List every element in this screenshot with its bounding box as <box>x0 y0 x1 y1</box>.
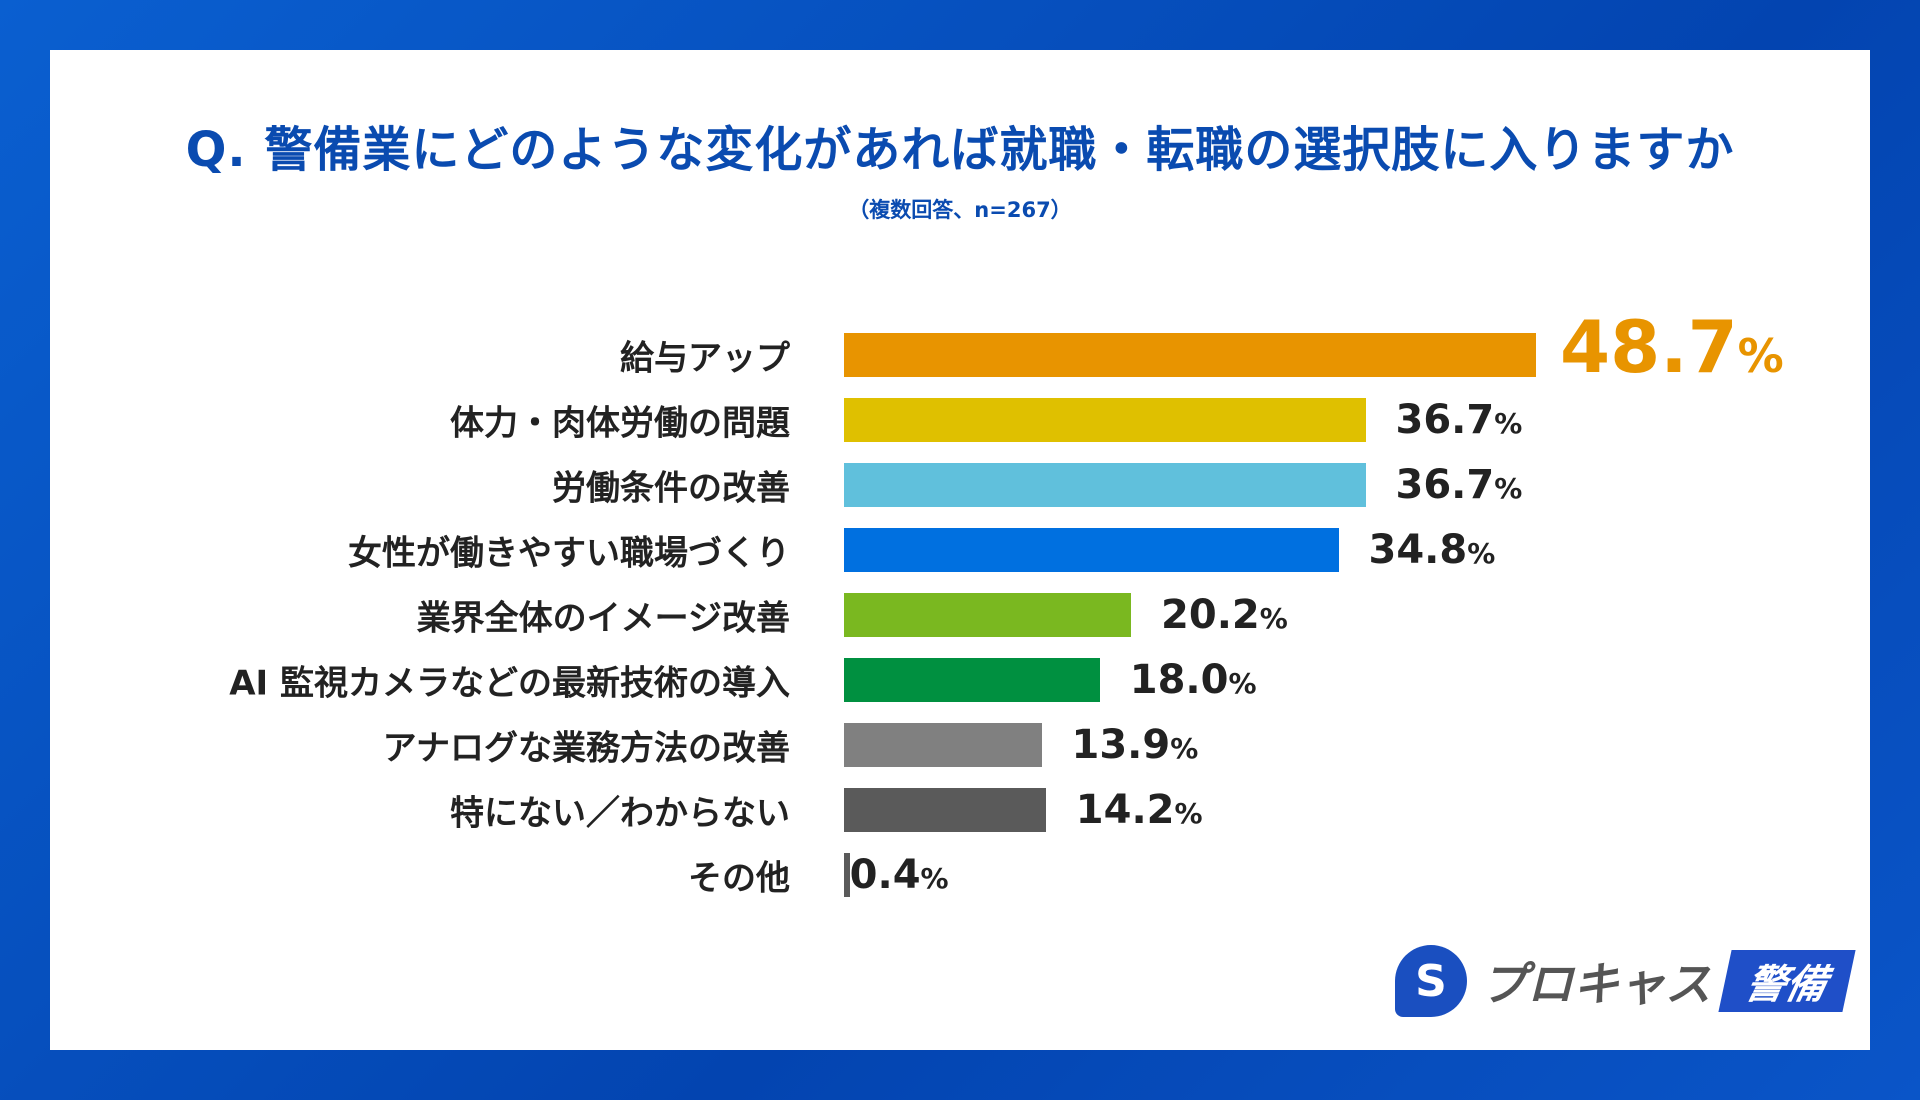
value-number: 13.9 <box>1071 722 1171 768</box>
brand-logo: S プロキャス 警備 <box>1395 945 1856 1017</box>
value-unit: % <box>1467 537 1496 570</box>
value-label: 34.8% <box>1369 527 1496 573</box>
value-unit: % <box>1737 329 1784 383</box>
bar <box>844 463 1366 507</box>
category-label: 女性が働きやすい職場づくり <box>348 533 790 574</box>
value-label: 0.4% <box>850 852 949 898</box>
value-number: 18.0 <box>1129 657 1229 703</box>
bar <box>844 723 1042 767</box>
value-number: 34.8 <box>1368 527 1468 573</box>
value-unit: % <box>1174 797 1203 830</box>
category-label: アナログな業務方法の改善 <box>382 728 790 769</box>
value-unit: % <box>1228 667 1257 700</box>
bar <box>844 528 1339 572</box>
value-label: 14.2% <box>1076 787 1203 833</box>
category-label: AI 監視カメラなどの最新技術の導入 <box>229 663 790 704</box>
value-number: 36.7 <box>1395 462 1495 508</box>
category-label: 労働条件の改善 <box>552 468 790 509</box>
value-label: 48.7% <box>1560 305 1784 389</box>
value-label: 18.0% <box>1130 657 1257 703</box>
value-label: 36.7% <box>1396 462 1523 508</box>
value-label: 20.2% <box>1161 592 1288 638</box>
value-number: 20.2 <box>1161 592 1260 638</box>
bar <box>844 398 1366 442</box>
category-label: 給与アップ <box>620 338 790 379</box>
value-unit: % <box>1494 472 1523 505</box>
chart-title: Q. 警備業にどのような変化があれば就職・転職の選択肢に入りますか <box>185 122 1735 178</box>
bar <box>844 788 1046 832</box>
value-label: 13.9% <box>1072 722 1199 768</box>
category-label: 業界全体のイメージ改善 <box>416 598 790 639</box>
category-label: 特にない／わからない <box>450 793 790 834</box>
value-number: 48.7 <box>1560 305 1738 389</box>
value-number: 36.7 <box>1395 397 1495 443</box>
value-unit: % <box>1494 407 1523 440</box>
bar <box>844 853 850 897</box>
value-label: 36.7% <box>1396 397 1523 443</box>
value-number: 14.2 <box>1075 787 1175 833</box>
value-unit: % <box>1170 732 1199 765</box>
category-label: 体力・肉体労働の問題 <box>450 403 790 444</box>
value-unit: % <box>1259 602 1288 635</box>
bar <box>844 593 1132 637</box>
logo-text: プロキャス <box>1481 957 1711 1011</box>
logo-badge: 警備 <box>1718 950 1856 1012</box>
value-unit: % <box>920 862 949 895</box>
chart-subtitle: （複数回答、n=267） <box>848 198 1072 222</box>
logo-s-icon: S <box>1395 945 1467 1017</box>
category-label: その他 <box>688 858 790 899</box>
bar <box>844 658 1100 702</box>
bar <box>844 333 1537 377</box>
value-number: 0.4 <box>849 852 921 898</box>
